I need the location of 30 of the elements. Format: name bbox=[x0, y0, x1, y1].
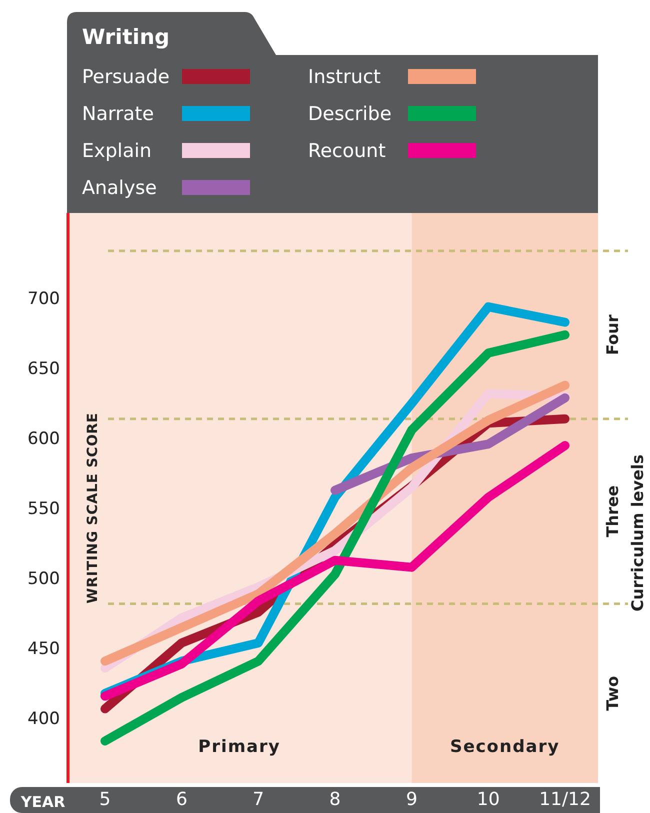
y-tick-label: 550 bbox=[28, 498, 60, 519]
x-tick-label: 9 bbox=[406, 788, 418, 810]
x-tick-label: 10 bbox=[476, 788, 500, 810]
y-tick-label: 500 bbox=[28, 568, 60, 589]
band-label: Primary bbox=[198, 737, 280, 757]
y-tick-label: 450 bbox=[28, 638, 60, 659]
legend-label: Analyse bbox=[82, 177, 157, 199]
y-tick-label: 650 bbox=[28, 358, 60, 379]
x-tick-label: 5 bbox=[99, 788, 111, 810]
y-tick-label: 700 bbox=[28, 288, 60, 309]
x-tick-label: 7 bbox=[252, 788, 264, 810]
annotation: Four bbox=[603, 314, 622, 356]
y-axis-title: WRITING SCALE SCORE bbox=[85, 412, 101, 604]
legend-label: Narrate bbox=[82, 103, 154, 125]
annotation: Two bbox=[603, 676, 622, 711]
legend-label: Describe bbox=[308, 103, 392, 125]
legend-label: Explain bbox=[82, 140, 152, 162]
legend-label: Instruct bbox=[308, 66, 381, 88]
x-tick-label: 6 bbox=[176, 788, 188, 810]
x-tick-label: 8 bbox=[329, 788, 341, 810]
legend-label: Recount bbox=[308, 140, 386, 162]
legend-label: Persuade bbox=[82, 66, 170, 88]
annotation: Three bbox=[603, 485, 622, 538]
y2-axis-title: Curriculum levels bbox=[628, 454, 647, 612]
band-label: Secondary bbox=[450, 737, 560, 757]
chart-title: Writing bbox=[82, 25, 170, 49]
x-axis-title: YEAR bbox=[20, 793, 66, 811]
y-tick-label: 600 bbox=[28, 428, 60, 449]
y-tick-label: 400 bbox=[28, 709, 60, 730]
x-tick-label: 11/12 bbox=[539, 788, 591, 810]
